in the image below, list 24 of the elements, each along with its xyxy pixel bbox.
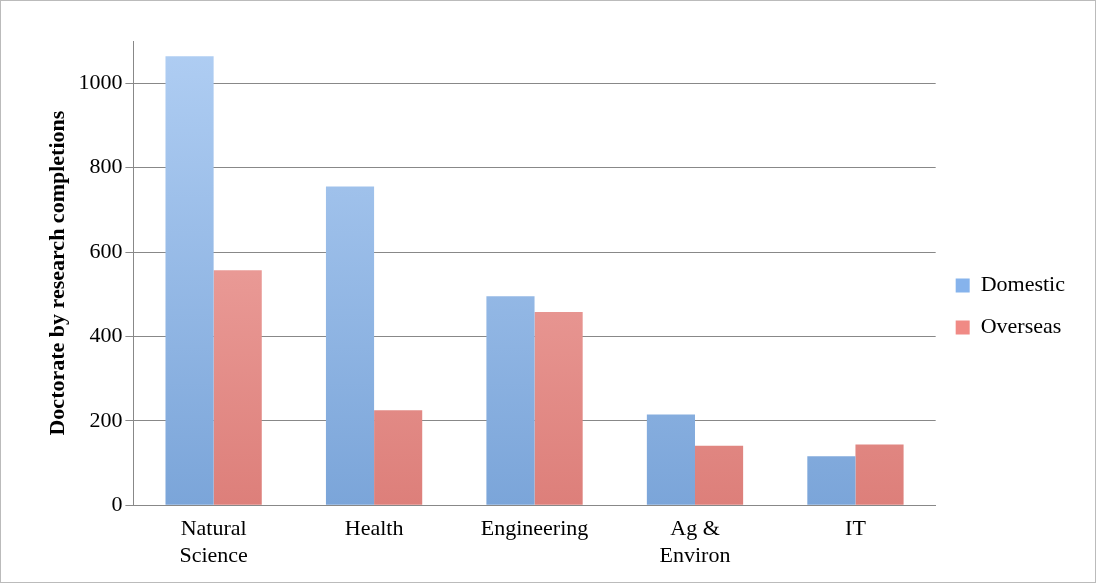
x-tick-label: Ag & Environ: [659, 515, 731, 567]
bar: [213, 270, 262, 505]
y-axis-title: Doctorate by research completions: [43, 110, 69, 436]
x-tick-label: Engineering: [480, 515, 589, 541]
y-tick-label: 600: [89, 237, 123, 263]
bar: [374, 410, 423, 505]
bar: [486, 296, 535, 505]
legend-label: Domestic: [980, 271, 1066, 297]
bar: [534, 311, 583, 505]
bar: [165, 56, 214, 505]
y-tick-label: 200: [89, 406, 123, 432]
x-tick-label: IT: [845, 515, 867, 541]
bar: [807, 456, 856, 505]
bar: [646, 414, 695, 505]
x-tick-label: Natural Science: [179, 515, 248, 567]
bar: [855, 444, 904, 505]
bar: [695, 445, 744, 505]
y-tick-label: 400: [89, 322, 123, 348]
bar: [325, 186, 375, 505]
legend-label: Overseas: [980, 313, 1062, 339]
y-tick-label: 1000: [78, 68, 123, 94]
x-tick-label: Health: [344, 515, 404, 541]
y-tick-label: 0: [111, 490, 123, 516]
y-tick-label: 800: [89, 153, 123, 179]
